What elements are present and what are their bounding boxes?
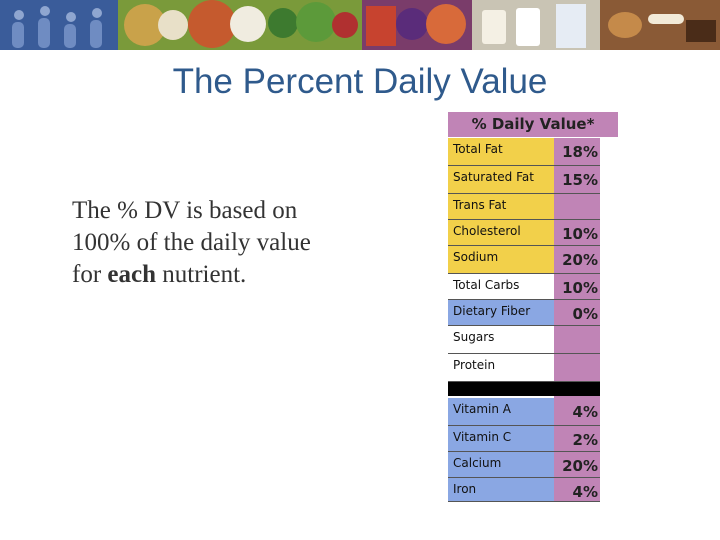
daily-value-row: Calcium 20% [448,452,600,478]
nutrient-name: Saturated Fat [448,166,554,194]
divider-bar [448,382,600,396]
body-text: The % DV is based on 100% of the daily v… [72,195,372,291]
nutrient-name: Vitamin C [448,426,554,452]
fruit-icon [362,0,472,50]
nutrient-percent [554,354,600,382]
nutrient-percent: 0% [572,305,598,323]
row-separator [448,165,600,166]
row-separator [448,219,600,220]
food-collage-icon [118,0,362,50]
nutrient-name: Protein [448,354,554,382]
row-separator [448,273,600,274]
daily-value-row: Vitamin C 2% [448,426,600,452]
daily-value-row: Dietary Fiber 0% [448,300,600,326]
nutrient-name: Sugars [448,326,554,354]
nutrient-percent: 4% [572,403,598,421]
daily-value-column [554,138,600,502]
nutrient-name: Total Fat [448,138,554,166]
nutrient-name: Vitamin A [448,398,554,426]
nutrient-name: Dietary Fiber [448,300,554,326]
daily-value-row: Total Carbs 10% [448,274,600,300]
body-text-prefix: for [72,261,108,288]
nutrient-percent: 20% [562,251,598,269]
daily-value-row: Sodium 20% [448,246,600,274]
row-separator [448,245,600,246]
row-separator [448,477,600,478]
daily-value-row: Total Fat 18% [448,138,600,166]
nutrient-name: Total Carbs [448,274,554,300]
nutrient-percent: 10% [562,225,598,243]
daily-value-row: Sugars [448,326,600,354]
nutrient-name: Cholesterol [448,220,554,246]
row-separator [448,353,600,354]
body-text-suffix: nutrient. [156,261,247,288]
row-separator [448,299,600,300]
nutrient-percent [554,326,600,354]
nutrient-percent [554,194,600,220]
nutrient-percent: 2% [572,431,598,449]
body-text-emphasis: each [107,261,157,288]
daily-value-row: Iron 4% [448,478,600,502]
daily-value-row: Vitamin A 4% [448,398,600,426]
nutrient-name: Calcium [448,452,554,478]
daily-value-header: % Daily Value* [448,112,618,137]
nutrient-percent: 10% [562,279,598,297]
row-separator [448,501,600,502]
row-separator [448,425,600,426]
nutrient-name: Sodium [448,246,554,274]
body-line: 100% of the daily value [72,229,311,256]
daily-value-row: Saturated Fat 15% [448,166,600,194]
daily-value-row: Protein [448,354,600,382]
body-line: The % DV is based on [72,197,298,224]
slide-title: The Percent Daily Value [172,62,548,101]
milk-carton-icon [472,0,600,50]
meat-icon [600,0,720,50]
nutrient-percent: 15% [562,171,598,189]
body-line: for each nutrient. [72,259,372,291]
daily-value-row: Trans Fat [448,194,600,220]
silhouette-runners-icon [0,0,118,50]
row-separator [448,325,600,326]
daily-value-row: Cholesterol 10% [448,220,600,246]
nutrient-name: Trans Fat [448,194,554,220]
nutrient-percent: 20% [562,457,598,475]
row-separator [448,193,600,194]
row-separator [448,451,600,452]
row-separator [448,381,600,382]
food-banner [0,0,720,50]
nutrient-percent: 4% [572,483,598,501]
nutrient-percent: 18% [562,143,598,161]
nutrient-name: Iron [448,478,554,502]
daily-value-label-image: % Daily Value* Total Fat 18% Saturated Fat… [448,112,618,504]
